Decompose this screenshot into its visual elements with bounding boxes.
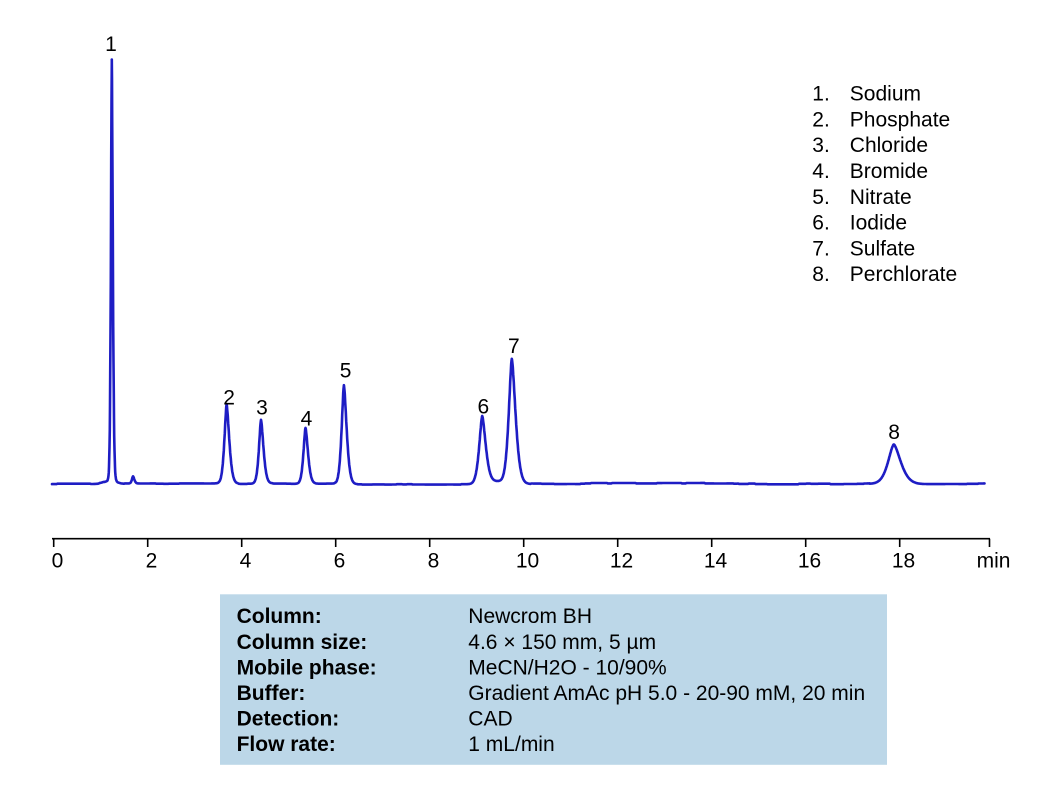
svg-text:2: 2	[146, 549, 158, 572]
svg-text:1: 1	[105, 33, 117, 56]
svg-text:Flow rate:: Flow rate:	[237, 733, 336, 756]
svg-text:Buffer:: Buffer:	[237, 682, 306, 705]
svg-text:8.: 8.	[812, 263, 830, 286]
svg-text:Column size:: Column size:	[237, 631, 368, 654]
svg-text:6.: 6.	[812, 212, 830, 235]
svg-text:4.6 × 150 mm, 5 µm: 4.6 × 150 mm, 5 µm	[468, 631, 656, 654]
svg-text:7.: 7.	[812, 237, 830, 260]
svg-text:Perchlorate: Perchlorate	[850, 263, 957, 286]
svg-text:Iodide: Iodide	[850, 212, 907, 235]
svg-text:3: 3	[256, 397, 268, 420]
svg-text:14: 14	[704, 549, 728, 572]
svg-text:Phosphate: Phosphate	[850, 108, 950, 131]
svg-text:0: 0	[52, 549, 64, 572]
svg-text:Nitrate: Nitrate	[850, 186, 912, 209]
svg-text:Column:: Column:	[237, 605, 322, 628]
svg-text:6: 6	[477, 396, 489, 419]
svg-text:Bromide: Bromide	[850, 160, 928, 183]
svg-text:CAD: CAD	[468, 708, 512, 731]
svg-text:Sulfate: Sulfate	[850, 237, 915, 260]
svg-text:Chloride: Chloride	[850, 134, 928, 157]
svg-text:Detection:: Detection:	[237, 708, 340, 731]
svg-text:8: 8	[888, 421, 900, 444]
svg-text:5.: 5.	[812, 186, 830, 209]
svg-text:10: 10	[516, 549, 539, 572]
svg-text:4: 4	[240, 549, 252, 572]
svg-text:16: 16	[798, 549, 821, 572]
svg-text:min: min	[977, 549, 1011, 572]
svg-text:4.: 4.	[812, 160, 830, 183]
svg-text:2.: 2.	[812, 108, 830, 131]
svg-text:Mobile phase:: Mobile phase:	[237, 656, 377, 679]
svg-text:2: 2	[223, 387, 235, 410]
svg-text:12: 12	[610, 549, 633, 572]
svg-text:1.: 1.	[812, 83, 830, 106]
svg-text:6: 6	[334, 549, 346, 572]
svg-text:5: 5	[340, 359, 352, 382]
svg-text:4: 4	[301, 408, 313, 431]
svg-text:1 mL/min: 1 mL/min	[468, 733, 554, 756]
svg-text:Sodium: Sodium	[850, 83, 921, 106]
svg-text:7: 7	[508, 335, 520, 358]
svg-text:Gradient AmAc pH 5.0 - 20-90 m: Gradient AmAc pH 5.0 - 20-90 mM, 20 min	[468, 682, 865, 705]
svg-text:Newcrom BH: Newcrom BH	[468, 605, 592, 628]
svg-text:8: 8	[428, 549, 440, 572]
svg-text:3.: 3.	[812, 134, 830, 157]
svg-text:MeCN/H2O - 10/90%: MeCN/H2O - 10/90%	[468, 656, 666, 679]
svg-text:18: 18	[892, 549, 915, 572]
